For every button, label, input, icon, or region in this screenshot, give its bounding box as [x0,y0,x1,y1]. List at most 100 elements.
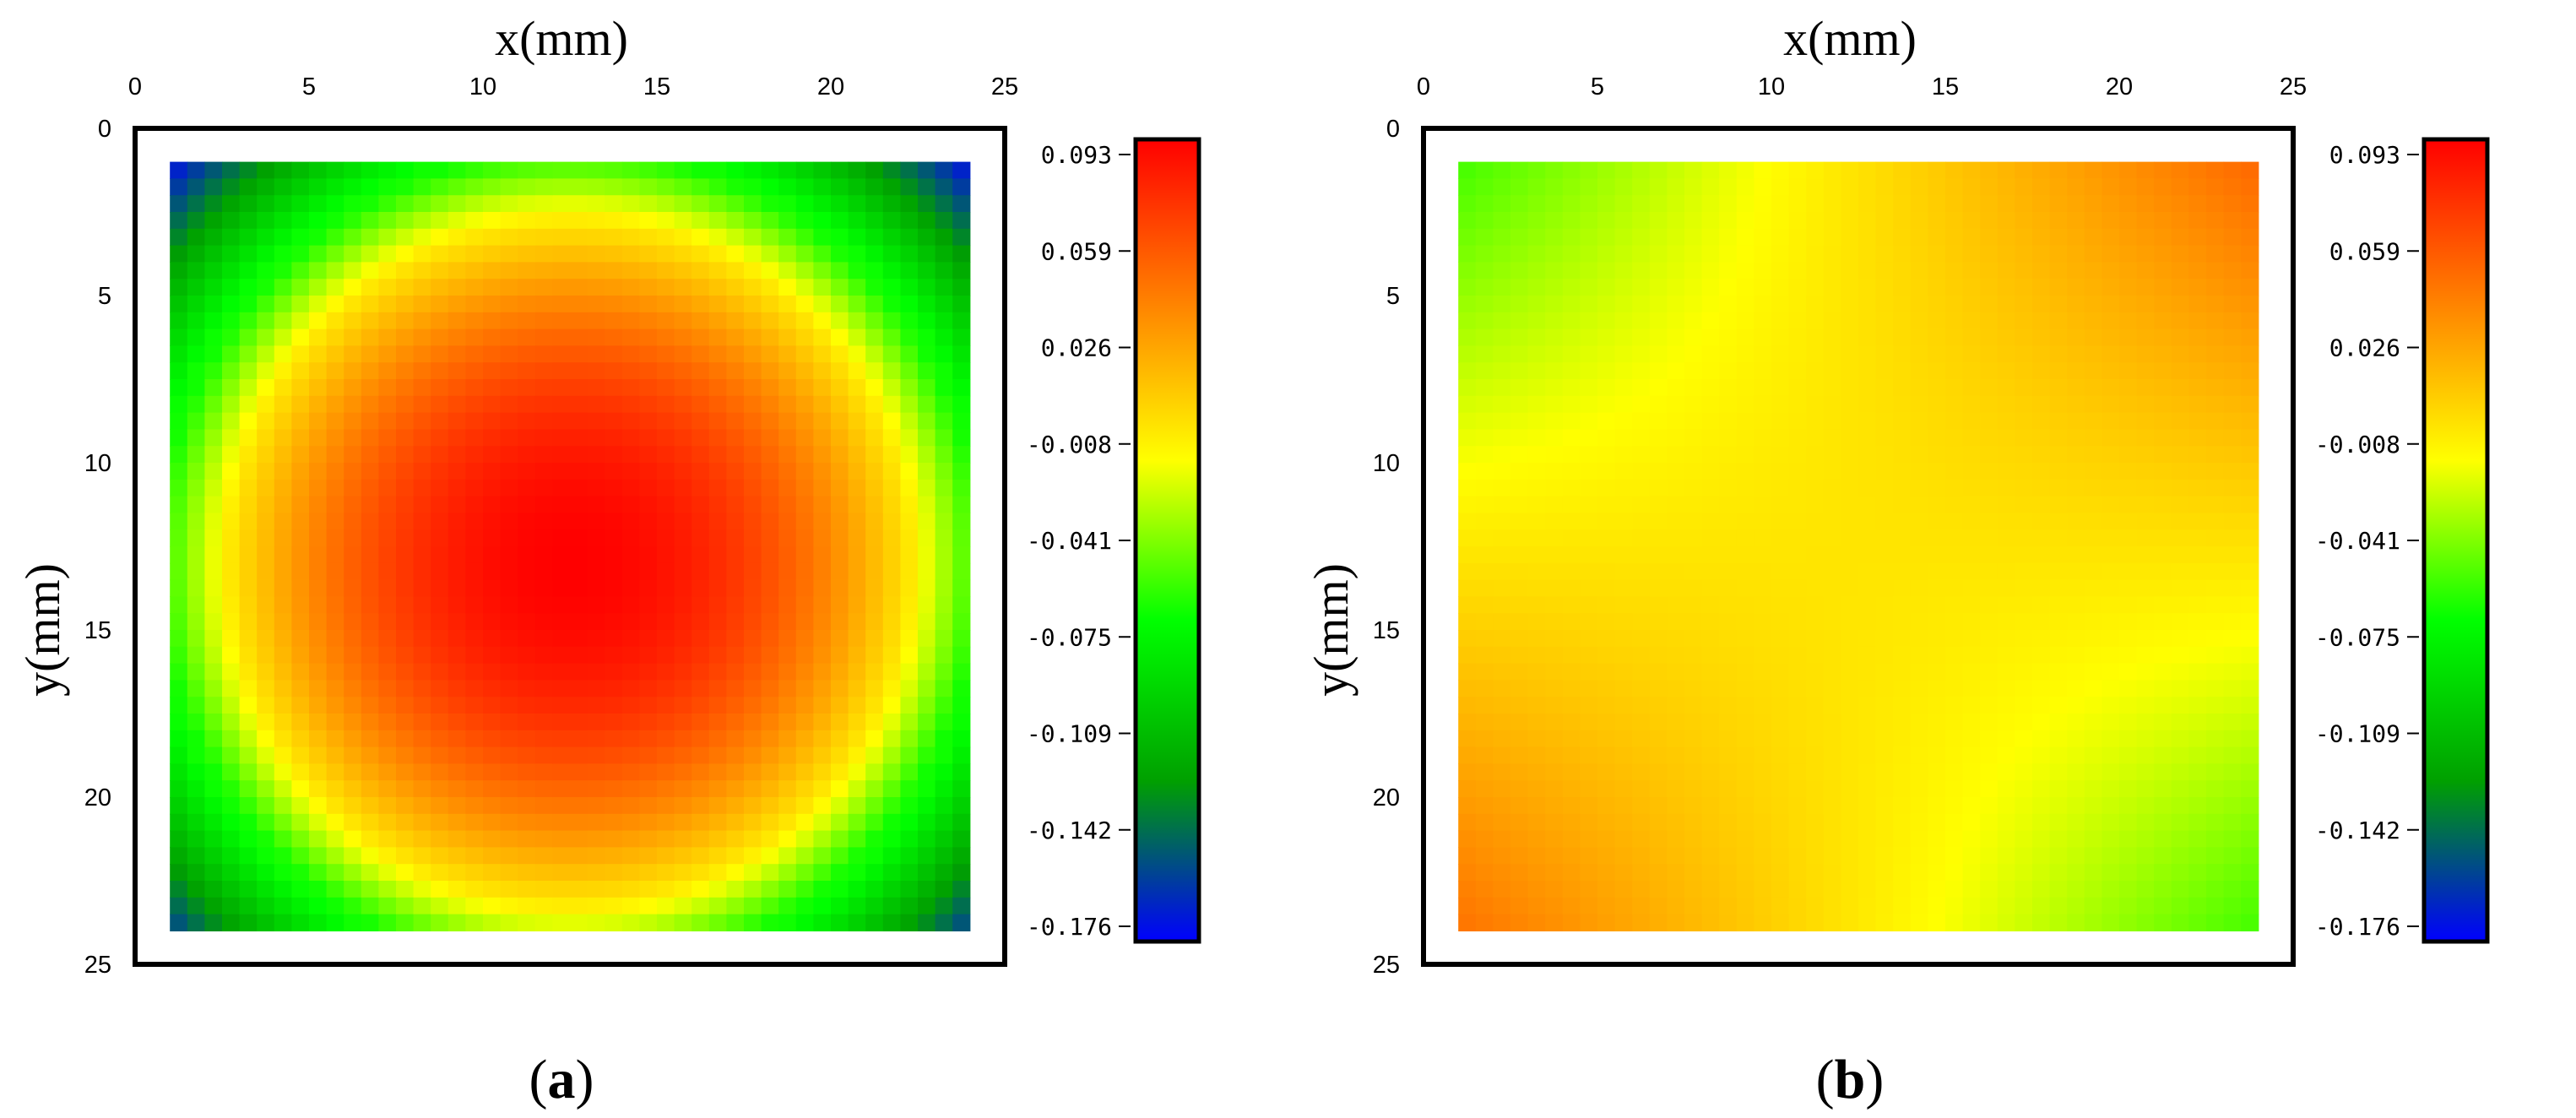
heatmap-cell [1493,395,1511,414]
heatmap-cell [744,262,762,280]
heatmap-cell [2171,429,2189,447]
heatmap-cell [361,881,379,898]
heatmap-cell [1527,513,1546,530]
heatmap-cell [1614,763,1633,781]
heatmap-cell [1823,830,1841,848]
heatmap-cell [1980,446,1998,464]
heatmap-cell [1997,579,2015,597]
heatmap-cell [605,646,623,665]
heatmap-cell [1806,412,1825,430]
heatmap-cell [726,212,745,230]
heatmap-cell [2015,345,2033,363]
heatmap-cell [1893,178,1912,196]
heatmap-cell [1684,697,1703,714]
heatmap-cell [1823,161,1841,179]
heatmap-cell [222,395,241,414]
heatmap-cell [1493,212,1511,230]
heatmap-cell [2188,412,2207,430]
heatmap-cell [2223,513,2242,530]
heatmap-cell [483,312,502,330]
heatmap-cell [1788,746,1807,764]
heatmap-cell [778,395,797,414]
heatmap-cell [918,697,936,714]
heatmap-cell [657,546,675,564]
heatmap-cell [2188,245,2207,263]
heatmap-cell [2067,646,2085,665]
heatmap-cell [831,529,849,547]
heatmap-cell [900,847,919,865]
heatmap-cell [2206,830,2225,848]
heatmap-cell [1771,613,1790,631]
heatmap-cell [587,630,605,648]
heatmap-cell [1945,496,1964,513]
heatmap-cell [1475,245,1494,263]
y-tick-label: 0 [98,116,111,143]
heatmap-cell [2101,395,2120,414]
heatmap-cell [534,529,553,547]
heatmap-cell [726,697,745,714]
heatmap-cell [1823,178,1841,196]
heatmap-cell [378,763,397,781]
heatmap-cell [1928,813,1946,832]
heatmap-cell [1823,463,1841,480]
heatmap-cell [1858,529,1877,547]
heatmap-cell [552,195,571,213]
heatmap-cell [708,463,727,480]
heatmap-cell [1580,463,1598,480]
heatmap-cell [778,897,797,915]
heatmap-cell [570,579,588,597]
heatmap-cell [1632,780,1651,798]
heatmap-cell [1771,529,1790,547]
heatmap-cell [621,730,640,748]
heatmap-cell [257,797,275,815]
heatmap-cell [1945,914,1964,931]
heatmap-cell [257,813,275,832]
heatmap-cell [1458,279,1477,296]
heatmap-cell [918,379,936,397]
heatmap-cell [187,412,205,430]
heatmap-cell [1858,245,1877,263]
colorbar-tick-label: -0.176 [2315,913,2400,941]
heatmap-cell [361,897,379,915]
heatmap-cell [795,697,814,714]
heatmap-cell [621,328,640,346]
heatmap-cell [2015,513,2033,530]
heatmap-cell [952,730,971,748]
heatmap-cell [1893,429,1912,447]
heatmap-cell [570,312,588,330]
heatmap-cell [1719,479,1738,497]
heatmap-cell [1928,496,1946,513]
heatmap-cell [1701,328,1720,346]
heatmap-cell [900,897,919,915]
heatmap-cell [1997,730,2015,748]
heatmap-cell [518,813,536,832]
heatmap-cell [570,646,588,665]
heatmap-cell [500,847,518,865]
heatmap-cell [2136,579,2155,597]
heatmap-cell [1510,613,1529,631]
heatmap-cell [778,830,797,848]
heatmap-cell [1928,412,1946,430]
heatmap-cell [831,161,849,179]
heatmap-cell [204,379,223,397]
heatmap-cell [1893,412,1912,430]
heatmap-cell [2136,830,2155,848]
heatmap-cell [239,312,258,330]
heatmap-cell [865,446,884,464]
heatmap-cell [1614,596,1633,614]
heatmap-cell [1928,479,1946,497]
heatmap-cell [2136,596,2155,614]
heatmap-cell [1701,579,1720,597]
heatmap-cell [2067,830,2085,848]
heatmap-cell [2188,513,2207,530]
heatmap-cell [1875,496,1894,513]
heatmap-cell [2223,228,2242,247]
heatmap-cell [2084,212,2102,230]
heatmap-cell [1806,328,1825,346]
heatmap-cell [274,195,292,213]
heatmap-cell [534,697,553,714]
heatmap-cell [447,630,466,648]
heatmap-cell [1545,529,1564,547]
heatmap-cell [257,780,275,798]
heatmap-cell [1893,630,1912,648]
